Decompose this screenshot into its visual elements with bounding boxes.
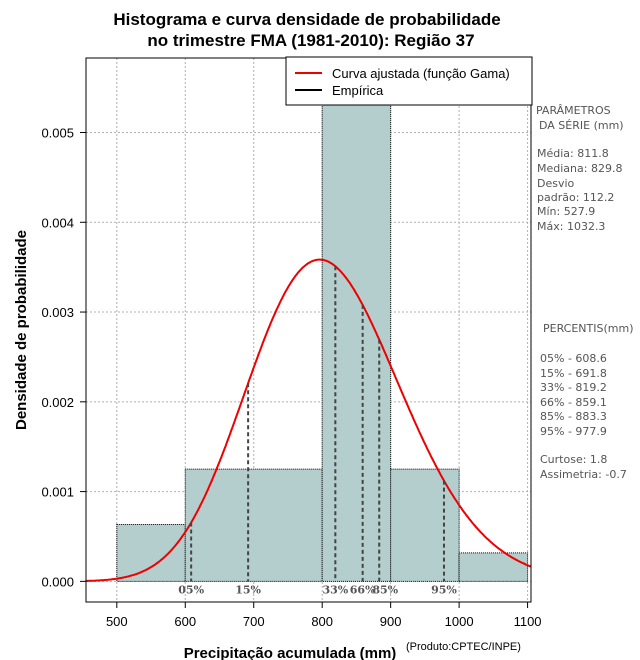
histogram-bar-3 — [390, 468, 460, 582]
stat-desvio-2: padrão: 112.2 — [537, 191, 614, 204]
x-tick-label-5: 1000 — [445, 614, 474, 629]
stat-curtose: Curtose: 1.8 — [540, 453, 607, 466]
y-axis-label: Densidade de probabilidade — [13, 230, 30, 430]
chart-title-line1: Histograma e curva densidade de probabil… — [113, 10, 500, 29]
y-tick-label-5: 0.005 — [41, 126, 74, 141]
x-tick-label-2: 700 — [243, 614, 265, 629]
histogram-bar-2 — [321, 71, 392, 582]
x-axis-label: Precipitação acumulada (mm) — [184, 645, 397, 660]
stat-p95: 95% - 977.9 — [540, 425, 607, 438]
percentis-title: PERCENTIS(mm) — [543, 322, 634, 335]
stat-p85: 85% - 883.3 — [540, 410, 607, 423]
stat-assimetria: Assimetria: -0.7 — [540, 468, 627, 481]
histogram-bar-1 — [184, 468, 323, 582]
y-tick-label-0: 0.000 — [41, 574, 74, 589]
percentile-label-66%: 66% — [350, 583, 376, 596]
histogram-bars — [116, 71, 529, 582]
stat-p66: 66% - 859.1 — [540, 396, 607, 409]
chart-title-line2: no trimestre FMA (1981-2010): Região 37 — [147, 31, 474, 50]
params-title-1: PARÂMETROS — [536, 104, 611, 117]
histogram-bar-4 — [458, 552, 529, 582]
fitted-curve-layer — [85, 258, 532, 582]
percentile-label-95%: 95% — [431, 583, 457, 596]
percentile-label-85%: 85% — [372, 583, 398, 596]
x-tick-label-1: 600 — [174, 614, 196, 629]
x-tick-label-6: 1100 — [514, 614, 542, 629]
y-tick-label-3: 0.003 — [41, 305, 74, 320]
stat-p33: 33% - 819.2 — [540, 381, 607, 394]
x-tick-label-0: 500 — [106, 614, 128, 629]
percentile-label-05%: 05% — [178, 583, 204, 596]
legend-label-empirical: Empírica — [332, 83, 384, 98]
y-tick-label-1: 0.001 — [41, 485, 74, 500]
stat-min: Mín: 527.9 — [537, 205, 595, 218]
product-note: (Produto:CPTEC/INPE) — [406, 641, 521, 653]
percentile-markers: 05% 15% 33% 66%85% 95% — [178, 266, 457, 596]
histogram-bar-0 — [116, 524, 186, 582]
legend-label-curve: Curva ajustada (função Gama) — [332, 66, 510, 81]
percentile-label-33%: 33% — [322, 583, 348, 596]
percentile-label-15%: 15% — [235, 583, 261, 596]
stat-p05: 05% - 608.6 — [540, 352, 607, 365]
stat-mediana: Mediana: 829.8 — [537, 162, 622, 175]
stat-p15: 15% - 691.8 — [540, 367, 607, 380]
y-tick-label-2: 0.002 — [41, 395, 74, 410]
stat-desvio-1: Desvio — [537, 177, 575, 190]
y-tick-label-4: 0.004 — [41, 215, 74, 230]
stat-max: Máx: 1032.3 — [537, 220, 605, 233]
x-axis-ticks: 500 600 700 800 900 1000 1100 — [106, 602, 542, 629]
legend: Curva ajustada (função Gama) Empírica — [285, 56, 533, 106]
stat-media: Média: 811.8 — [537, 147, 609, 160]
x-tick-label-4: 900 — [380, 614, 402, 629]
x-tick-label-3: 800 — [311, 614, 333, 629]
y-axis-ticks: 0.000 0.001 0.002 0.003 0.004 0.005 — [41, 126, 86, 589]
side-panel: PARÂMETROS DA SÉRIE (mm) Média: 811.8 Me… — [536, 104, 634, 481]
params-title-2: DA SÉRIE (mm) — [539, 119, 624, 132]
fitted-gamma-curve — [85, 258, 532, 582]
legend-box — [285, 56, 533, 106]
